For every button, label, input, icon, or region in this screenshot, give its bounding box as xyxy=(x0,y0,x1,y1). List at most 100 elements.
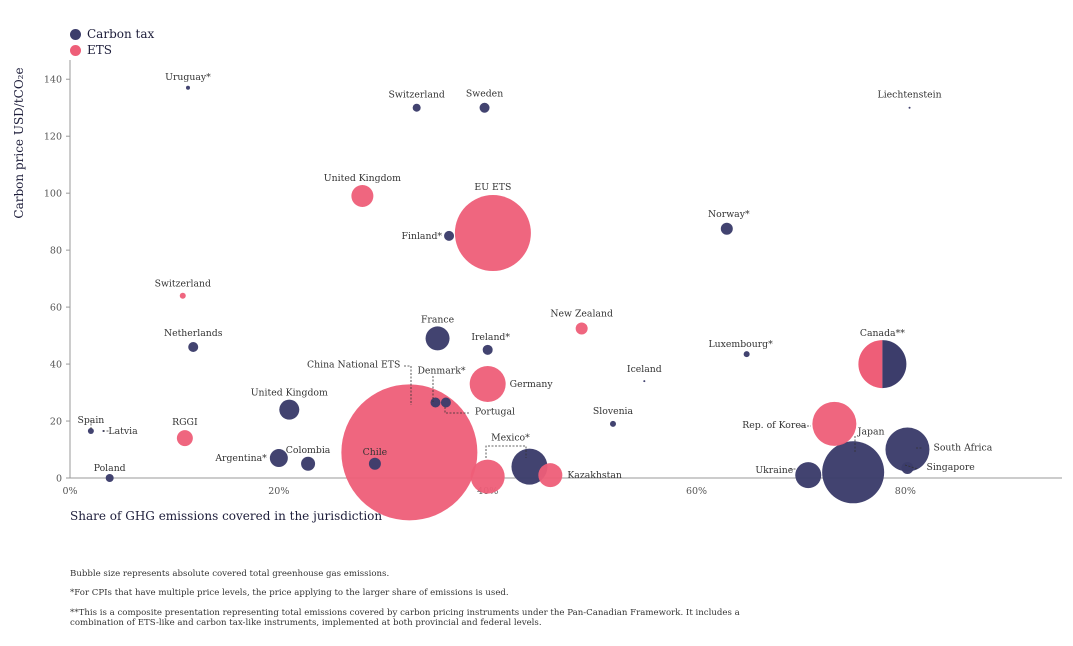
bubble-luxembourg xyxy=(743,351,750,358)
data-label: Spain xyxy=(77,415,104,426)
data-label: Japan xyxy=(857,426,885,437)
data-label: Rep. of Korea xyxy=(742,420,807,431)
y-tick-label: 140 xyxy=(44,75,62,86)
bubble-liechtenstein xyxy=(908,106,911,109)
data-label: Germany xyxy=(510,379,554,390)
data-label: Switzerland xyxy=(155,279,211,290)
bubble-netherlands xyxy=(188,341,199,352)
legend: Carbon tax ETS xyxy=(70,26,154,58)
bubble-denmark xyxy=(430,397,441,408)
data-label: Sweden xyxy=(466,89,503,100)
canada-bubble-tax-half xyxy=(882,340,907,389)
data-label: Ireland* xyxy=(471,332,510,343)
canada-bubble-ets-half xyxy=(858,340,883,389)
note-bubble-size: Bubble size represents absolute covered … xyxy=(70,569,390,579)
bubble-argentina xyxy=(269,449,288,468)
data-label: Colombia xyxy=(286,445,331,456)
data-label: RGGI xyxy=(172,417,198,428)
data-label: Poland xyxy=(94,463,126,474)
bubble-rggi xyxy=(176,430,193,447)
data-label: EU ETS xyxy=(474,182,511,193)
bubble-portugal xyxy=(440,397,451,408)
legend-item-carbon-tax: Carbon tax xyxy=(70,26,154,42)
bubble-colombia xyxy=(301,456,316,471)
bubble-switzerland xyxy=(179,292,186,299)
data-label: Finland* xyxy=(402,231,443,242)
bubble-iceland xyxy=(643,380,646,383)
data-label: Denmark* xyxy=(417,366,465,377)
data-label: China National ETS xyxy=(307,359,400,370)
bubble-china-national-ets xyxy=(341,384,478,521)
data-label: Iceland xyxy=(627,364,662,375)
carbon-tax-swatch xyxy=(70,28,81,40)
bubble-ukraine xyxy=(795,462,822,489)
data-label: Singapore xyxy=(926,462,975,473)
y-tick-label: 40 xyxy=(50,360,62,371)
data-label: Portugal xyxy=(475,407,515,418)
x-tick-label: 60% xyxy=(686,486,707,497)
bubble-poland xyxy=(105,474,114,482)
data-label: Chile xyxy=(363,447,388,458)
data-label: Slovenia xyxy=(593,406,634,417)
data-label: Kazakhstan xyxy=(567,470,622,481)
data-label: Liechtenstein xyxy=(878,90,942,101)
bubble-rep-of-korea xyxy=(812,401,857,446)
bubble-south-africa xyxy=(885,427,930,472)
bubble-germany xyxy=(469,366,506,403)
data-label: Canada** xyxy=(860,328,905,339)
leader-line xyxy=(404,365,412,405)
bubble-slovenia xyxy=(609,420,616,427)
bubble-uruguay xyxy=(185,85,190,90)
data-label: New Zealand xyxy=(550,308,613,319)
bubble-unlabeled xyxy=(470,459,505,494)
note-canada-composite: **This is a composite presentation repre… xyxy=(70,607,740,628)
data-label: Latvia xyxy=(108,426,138,437)
leader-line xyxy=(444,407,470,414)
bubble-united-kingdom xyxy=(351,185,374,208)
y-tick-label: 80 xyxy=(50,246,62,257)
data-label: South Africa xyxy=(933,443,992,454)
bubble-finland xyxy=(444,230,455,241)
data-label: Norway* xyxy=(708,209,750,220)
data-label: France xyxy=(421,314,455,325)
legend-label-carbon-tax: Carbon tax xyxy=(87,27,155,41)
bubble-new-zealand xyxy=(575,322,588,335)
bubble-singapore xyxy=(901,462,914,475)
data-label: Netherlands xyxy=(164,328,223,339)
y-tick-label: 100 xyxy=(44,189,62,200)
y-tick-label: 60 xyxy=(50,303,62,314)
ets-swatch xyxy=(70,44,81,56)
y-axis-title: Carbon price USD/tCO₂e xyxy=(12,67,26,219)
data-label: Luxembourg* xyxy=(708,339,773,350)
bubble-chile xyxy=(368,457,381,470)
data-label: Argentina* xyxy=(214,453,267,464)
data-label: Mexico* xyxy=(491,433,530,444)
y-tick-label: 120 xyxy=(44,132,62,143)
data-label: Ukraine xyxy=(755,465,793,476)
legend-label-ets: ETS xyxy=(87,43,112,57)
bubble-france xyxy=(425,326,450,351)
x-tick-label: 20% xyxy=(268,486,289,497)
note-multiple-prices: *For CPIs that have multiple price level… xyxy=(70,588,509,599)
bubble-united-kingdom xyxy=(279,399,300,420)
y-tick-label: 0 xyxy=(56,474,62,485)
y-tick-label: 20 xyxy=(50,417,62,428)
data-label: Switzerland xyxy=(389,90,445,101)
data-label: Uruguay* xyxy=(165,72,211,83)
legend-item-ets: ETS xyxy=(70,42,154,58)
leader-line xyxy=(485,445,527,458)
data-label: United Kingdom xyxy=(251,388,328,399)
data-label: United Kingdom xyxy=(324,173,401,184)
x-tick-label: 0% xyxy=(62,486,77,497)
x-tick-label: 80% xyxy=(895,486,916,497)
bubble-norway xyxy=(720,222,733,235)
bubble-switzerland xyxy=(412,103,421,112)
bubble-spain xyxy=(87,428,94,435)
footnotes: Bubble size represents absolute covered … xyxy=(70,569,770,637)
x-axis-title: Share of GHG emissions covered in the ju… xyxy=(70,509,383,523)
bubble-kazakhstan xyxy=(538,463,563,488)
bubble-ireland xyxy=(482,344,493,355)
bubble-sweden xyxy=(479,102,490,113)
leader-line xyxy=(904,464,919,470)
